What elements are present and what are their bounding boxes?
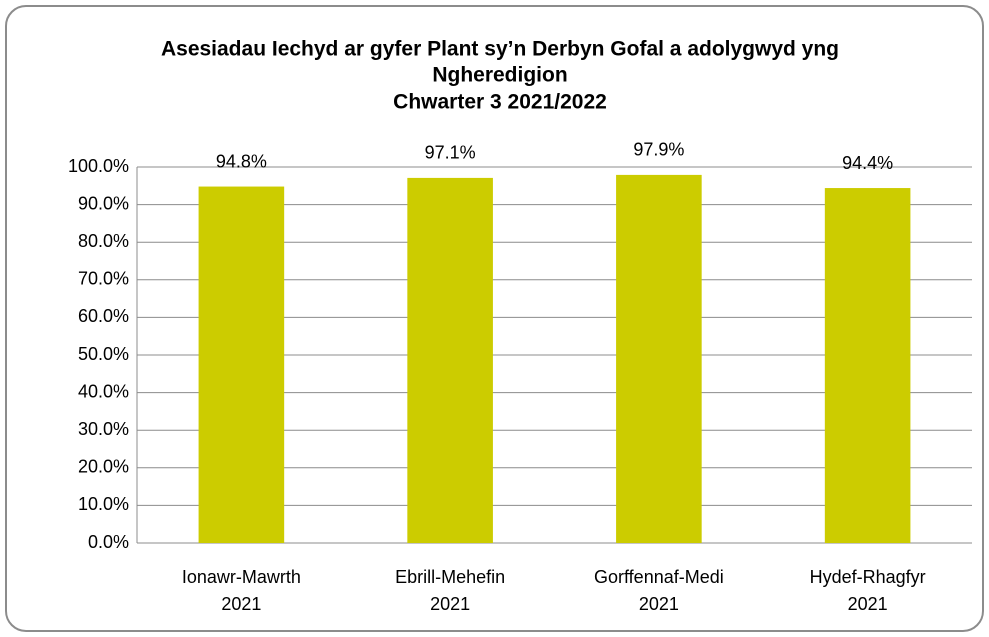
bar — [407, 177, 493, 544]
y-tick-label: 90.0% — [78, 193, 129, 213]
y-tick-label: 50.0% — [78, 344, 129, 364]
x-tick-label: 2021 — [639, 594, 679, 614]
chart-title: Ngheredigion — [432, 64, 567, 87]
y-tick-label: 10.0% — [78, 494, 129, 514]
chart-title: Chwarter 3 2021/2022 — [393, 91, 607, 114]
y-tick-label: 80.0% — [78, 231, 129, 251]
x-tick-label: 2021 — [430, 594, 470, 614]
bar — [198, 186, 285, 543]
y-tick-label: 40.0% — [78, 381, 129, 401]
data-label: 94.4% — [842, 153, 893, 173]
x-tick-label: Hydef-Rhagfyr — [810, 567, 926, 587]
y-tick-label: 100.0% — [68, 156, 129, 176]
y-tick-label: 70.0% — [78, 269, 129, 289]
x-tick-label: Ebrill-Mehefin — [395, 567, 505, 587]
y-tick-label: 60.0% — [78, 306, 129, 326]
y-tick-label: 20.0% — [78, 457, 129, 477]
x-tick-label: Gorffennaf-Medi — [594, 567, 724, 587]
x-tick-label: 2021 — [221, 594, 261, 614]
bar — [616, 174, 702, 543]
y-tick-label: 30.0% — [78, 419, 129, 439]
bar — [824, 188, 911, 543]
chart-title: Asesiadau Iechyd ar gyfer Plant sy’n Der… — [161, 38, 839, 61]
data-label: 94.8% — [216, 151, 267, 171]
data-label: 97.9% — [633, 140, 684, 160]
x-tick-label: Ionawr-Mawrth — [182, 567, 301, 587]
y-tick-label: 0.0% — [88, 532, 129, 552]
data-label: 97.1% — [425, 143, 476, 163]
x-tick-label: 2021 — [848, 594, 888, 614]
